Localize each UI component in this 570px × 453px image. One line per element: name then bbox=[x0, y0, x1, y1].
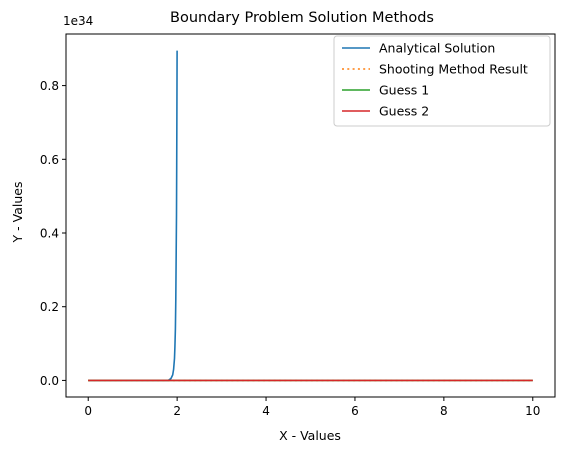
y-tick-label: 0.8 bbox=[40, 79, 59, 93]
legend-label: Guess 2 bbox=[379, 104, 429, 119]
y-axis-label: Y - Values bbox=[10, 182, 25, 244]
legend-label: Analytical Solution bbox=[379, 41, 495, 56]
y-axis-offset-label: 1e34 bbox=[63, 14, 93, 28]
y-axis-ticks: 0.0 0.2 0.4 0.6 0.8 bbox=[40, 79, 66, 388]
x-axis-label: X - Values bbox=[279, 428, 341, 443]
x-tick-label: 2 bbox=[173, 404, 181, 418]
y-tick-label: 0.4 bbox=[40, 227, 59, 241]
chart-title: Boundary Problem Solution Methods bbox=[170, 10, 434, 26]
x-axis-ticks: 0 2 4 6 8 10 bbox=[84, 397, 540, 418]
legend-label: Shooting Method Result bbox=[379, 62, 528, 77]
y-tick-label: 0.2 bbox=[40, 300, 59, 314]
y-tick-label: 0.6 bbox=[40, 153, 59, 167]
legend-label: Guess 1 bbox=[379, 83, 429, 98]
plot-marks bbox=[88, 50, 533, 382]
x-tick-label: 8 bbox=[440, 404, 448, 418]
series-line-0 bbox=[88, 50, 178, 382]
x-tick-label: 6 bbox=[351, 404, 359, 418]
x-tick-label: 10 bbox=[525, 404, 540, 418]
legend-box bbox=[333, 35, 551, 127]
x-tick-label: 4 bbox=[262, 404, 270, 418]
x-tick-label: 0 bbox=[84, 404, 92, 418]
legend: Analytical Solution Shooting Method Resul… bbox=[333, 35, 551, 127]
plot-frame bbox=[65, 33, 556, 398]
y-tick-label: 0.0 bbox=[40, 374, 59, 388]
